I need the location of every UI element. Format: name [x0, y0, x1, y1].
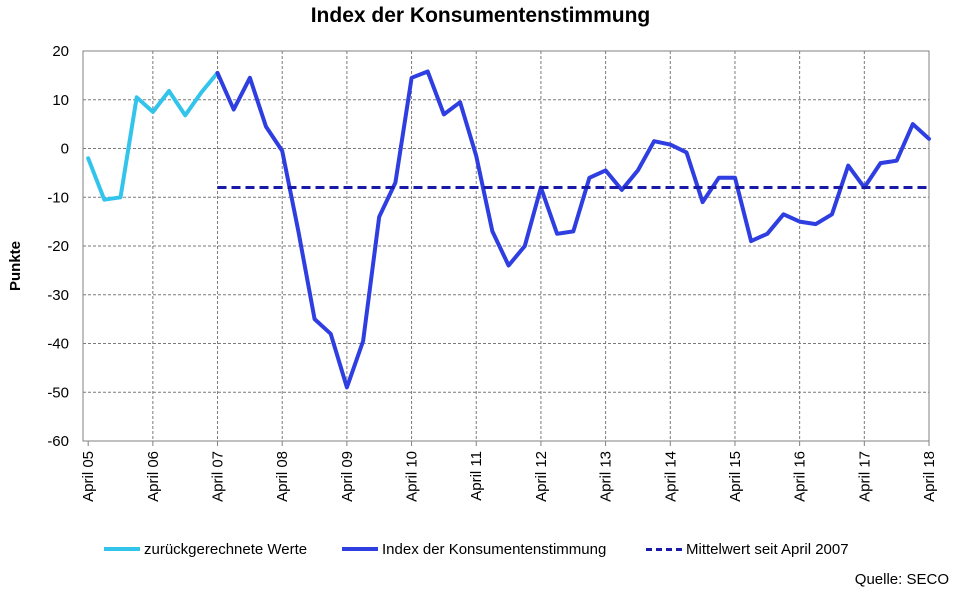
x-tick-label: April 11 — [468, 451, 485, 501]
grid-lines — [83, 51, 930, 446]
legend-label-zurueckgerechnete-werte: zurückgerechnete Werte — [144, 540, 308, 558]
y-tick-label: -20 — [47, 238, 69, 255]
y-axis-title: Punkte — [7, 241, 24, 291]
y-tick-label: -40 — [47, 336, 69, 353]
x-tick-label: April 14 — [662, 451, 679, 502]
x-tick-label: April 12 — [533, 451, 550, 502]
series-lines — [86, 69, 931, 390]
x-tick-label: April 06 — [145, 451, 162, 502]
legend-swatch-mittelwert — [646, 547, 682, 551]
series-line-1 — [215, 69, 931, 390]
x-tick-label: April 13 — [598, 451, 615, 502]
source-note: Quelle: SECO — [854, 571, 949, 588]
x-tick-label: April 08 — [274, 451, 291, 502]
x-tick-label: April 16 — [792, 451, 809, 502]
y-tick-label: 20 — [52, 43, 69, 60]
y-tick-label: -50 — [47, 384, 69, 401]
legend-item-zurueckgerechnete-werte: zurückgerechnete Werte — [104, 537, 307, 561]
x-tick-label: April 18 — [921, 451, 938, 502]
legend-label-index: Index der Konsumentenstimmung — [382, 540, 607, 558]
y-tick-labels: 20 10 0 -10 -20 -30 -40 -50 -60 — [47, 43, 69, 450]
x-tick-labels: April 05 April 06 April 07 April 08 April 09… — [80, 451, 938, 502]
legend-item-mittelwert: Mittelwert seit April 2007 — [646, 537, 849, 561]
x-tick-label: April 17 — [856, 451, 873, 502]
x-tick-label: April 09 — [339, 451, 356, 502]
plot-area-border — [82, 50, 930, 442]
series-line-0 — [86, 70, 220, 202]
x-tick-label: April 07 — [210, 451, 227, 502]
y-tick-label: -30 — [47, 287, 69, 304]
y-tick-label: 0 — [61, 141, 69, 158]
chart-title: Index der Konsumentenstimmung — [310, 4, 651, 27]
x-tick-label: April 15 — [727, 451, 744, 502]
y-tick-label: 10 — [52, 92, 69, 109]
legend-swatch-zurueckgerechnete-werte — [104, 547, 140, 551]
legend-swatch-index — [342, 547, 378, 551]
y-tick-label: -60 — [47, 433, 69, 450]
x-tick-label: April 05 — [80, 451, 97, 502]
legend-label-mittelwert: Mittelwert seit April 2007 — [686, 540, 849, 558]
legend: zurückgerechnete Werte Index der Konsume… — [0, 537, 961, 561]
x-tick-label: April 10 — [404, 451, 421, 502]
y-tick-label: -10 — [47, 189, 69, 206]
legend-item-index: Index der Konsumentenstimmung — [342, 537, 606, 561]
